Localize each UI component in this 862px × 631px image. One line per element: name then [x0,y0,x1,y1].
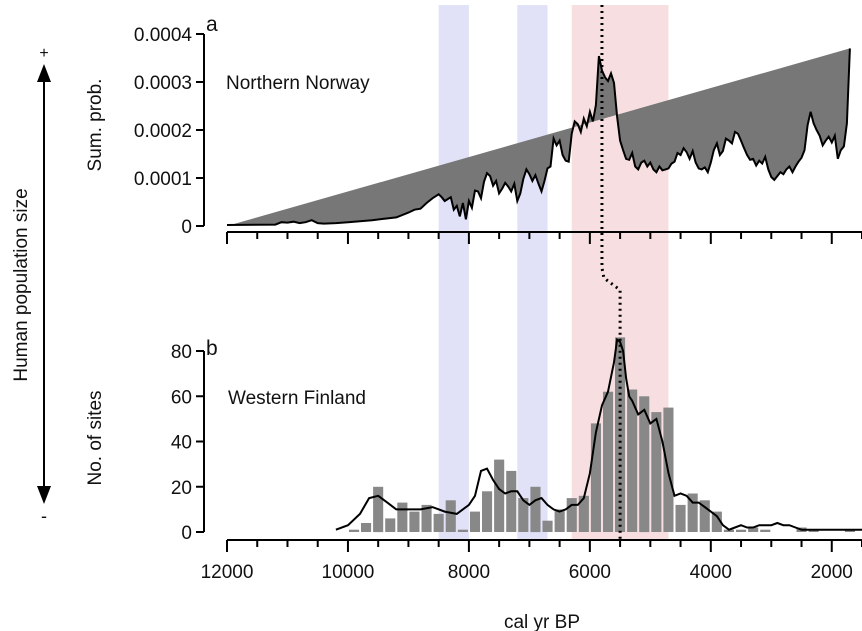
panel-b-bar [530,486,541,533]
panel-b-bar [373,486,384,533]
panel-b-bar [590,423,601,532]
panel-b-bar [711,511,722,532]
panel-a-x-ticks [226,232,862,244]
panel-b-bar [421,504,432,532]
dotted-marker-line [600,5,622,540]
panel-b-bar [494,459,505,532]
shaded-band-1 [438,5,469,540]
panel-b-bar [687,493,698,532]
panel-b-bar [433,513,444,532]
panel-b-bar [361,523,372,532]
panel-b-x-tick-label: 12000 [201,562,254,583]
panel-b-x-ticks: 12000 10000 8000 6000 4000 2000 [201,540,862,583]
panel-b-x-tick-label: 2000 [811,562,853,583]
panel-a-y-tick-label: 0.0003 [134,73,192,94]
panel-b-bar [639,396,650,533]
panel-b-bar [457,529,468,532]
panel-b-y-ticks: 0 20 40 60 80 [171,342,204,544]
panel-b-bar [651,412,662,532]
panel-b-x-tick-label: 6000 [569,562,611,583]
panel-b-y-tick-label: 60 [171,387,192,408]
arrow-up-icon [37,64,51,82]
panel-b-bar [578,495,589,532]
panel-b-y-label: No. of sites [85,390,106,485]
panel-b-bar [506,470,517,532]
panel-a-y-tick-label: 0 [181,217,192,238]
panel-b-region-label: Western Finland [228,388,366,409]
panel-a-y-tick-label: 0.0002 [134,121,192,142]
panel-b-bar [542,520,553,532]
population-size-label: Human population size [11,188,32,381]
panel-a-y-tick-label: 0.0004 [134,25,193,46]
panel-b-bar [385,518,396,532]
panel-b-bar [469,511,480,532]
panel-b-bar [603,391,614,532]
panel-b-bar [748,527,759,532]
panel-b-bar [675,504,686,532]
panel-b-bar [760,529,771,532]
panel-b-curve [335,337,862,531]
panel-a: 0 0.0001 0.0002 0.0003 0.0004 a Northern Nor… [85,13,862,244]
panel-b-bar [554,509,565,532]
panel-b-bar [627,389,638,532]
panel-b-bar [699,500,710,532]
panel-b-letter: b [206,337,218,360]
panel-b-y-tick-label: 80 [171,342,192,363]
panel-a-y-label: Sum. prob. [85,79,106,172]
panel-b-bar [482,491,493,532]
panel-b-x-tick-label: 10000 [322,562,375,583]
panel-a-region-label: Northern Norway [226,73,370,94]
panel-b-y-tick-label: 40 [171,433,192,454]
panel-b-x-tick-label: 8000 [448,562,490,583]
panel-b-bar [566,498,577,532]
panel-b-bar [397,502,408,532]
panel-a-letter: a [206,13,218,36]
panel-a-area-fill [227,48,850,227]
panel-a-y-tick-label: 0.0001 [134,169,192,190]
shaded-band-2 [517,5,548,540]
population-plus-sign: + [39,45,48,62]
x-axis-label: cal yr BP [504,612,580,631]
panel-b-bar [445,500,456,532]
panel-b-bar [736,529,747,532]
panel-b-bar [723,529,734,532]
panel-b-x-tick-label: 4000 [690,562,732,583]
population-size-indicator: + - Human population size [11,45,51,526]
panel-b: 0 20 40 60 80 12000 10000 8000 6000 4000 2000 b W… [85,337,862,583]
panel-a-curve [226,48,851,226]
panel-b-y-tick-label: 0 [181,523,192,544]
panel-a-y-ticks: 0 0.0001 0.0002 0.0003 0.0004 [134,25,204,238]
panel-b-bar [518,498,529,532]
panel-b-y-tick-label: 20 [171,478,192,499]
panel-b-bar [349,529,360,532]
arrow-down-icon [37,486,51,504]
panel-b-bar [808,529,819,532]
panel-b-bar [844,529,855,532]
panel-b-bar [409,511,420,532]
population-minus-sign: - [41,506,47,526]
